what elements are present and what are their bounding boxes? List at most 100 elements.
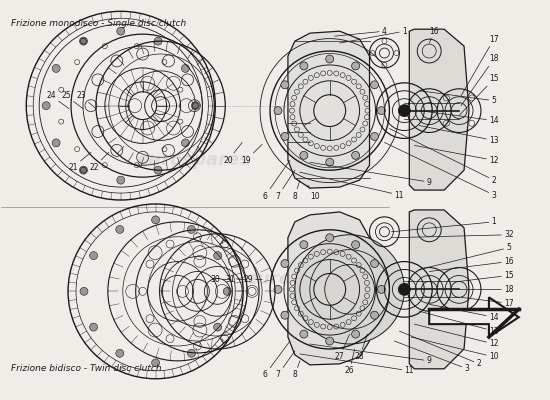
- Circle shape: [351, 151, 360, 159]
- Text: 31: 31: [226, 275, 246, 284]
- Text: 6: 6: [262, 341, 290, 379]
- Text: 10: 10: [308, 185, 320, 200]
- Circle shape: [371, 311, 378, 319]
- Circle shape: [152, 216, 160, 224]
- Text: 3: 3: [384, 142, 496, 200]
- Text: Frizione monodisco - Single disc clutch: Frizione monodisco - Single disc clutch: [12, 19, 186, 28]
- Circle shape: [371, 81, 378, 89]
- Circle shape: [117, 27, 125, 35]
- Circle shape: [182, 139, 189, 147]
- Circle shape: [300, 241, 308, 249]
- Text: 22: 22: [89, 152, 109, 172]
- Circle shape: [326, 337, 334, 345]
- Text: Frizione bidisco - Twin disc clutch: Frizione bidisco - Twin disc clutch: [12, 364, 162, 373]
- Circle shape: [281, 311, 289, 319]
- Text: 14: 14: [429, 304, 499, 322]
- Text: 5: 5: [419, 91, 496, 105]
- Polygon shape: [429, 297, 519, 337]
- Circle shape: [213, 252, 222, 260]
- Text: 5: 5: [419, 243, 512, 270]
- Circle shape: [398, 284, 410, 295]
- Circle shape: [223, 287, 231, 295]
- Text: 10: 10: [411, 337, 499, 362]
- Circle shape: [300, 62, 308, 70]
- Circle shape: [188, 226, 195, 234]
- Circle shape: [182, 64, 189, 72]
- Circle shape: [80, 37, 87, 45]
- Text: 6: 6: [262, 160, 290, 200]
- Circle shape: [398, 105, 410, 116]
- Text: eurospares: eurospares: [136, 151, 250, 169]
- Text: 19: 19: [241, 144, 262, 165]
- Circle shape: [42, 102, 50, 110]
- Text: 18: 18: [461, 54, 499, 106]
- Text: 21: 21: [68, 152, 91, 172]
- Text: 4: 4: [335, 27, 387, 36]
- Circle shape: [80, 38, 86, 44]
- Circle shape: [192, 103, 199, 109]
- Circle shape: [281, 260, 289, 268]
- Text: 13: 13: [419, 126, 499, 145]
- Text: 26: 26: [345, 349, 355, 375]
- Text: 16: 16: [429, 257, 514, 272]
- Text: 2: 2: [399, 331, 481, 368]
- Circle shape: [117, 176, 125, 184]
- Text: 29: 29: [243, 275, 262, 284]
- Text: 20: 20: [223, 142, 242, 165]
- Text: 12: 12: [414, 145, 499, 165]
- Circle shape: [300, 151, 308, 159]
- Text: 1: 1: [340, 27, 406, 43]
- Circle shape: [191, 102, 200, 110]
- Text: 25: 25: [61, 91, 83, 109]
- Polygon shape: [288, 31, 370, 188]
- Circle shape: [326, 158, 334, 166]
- Circle shape: [80, 287, 88, 295]
- Circle shape: [326, 55, 334, 63]
- Text: 23: 23: [76, 91, 96, 109]
- Circle shape: [154, 166, 162, 174]
- Circle shape: [281, 81, 289, 89]
- Circle shape: [188, 349, 195, 357]
- Circle shape: [351, 241, 360, 249]
- Circle shape: [80, 166, 87, 174]
- Circle shape: [154, 37, 162, 45]
- Text: 9: 9: [310, 162, 432, 187]
- Circle shape: [281, 132, 289, 140]
- Text: 30: 30: [211, 275, 230, 284]
- Polygon shape: [409, 29, 469, 190]
- Text: 2: 2: [389, 128, 496, 185]
- Circle shape: [351, 330, 360, 338]
- Circle shape: [90, 323, 97, 331]
- Circle shape: [52, 64, 60, 72]
- Text: 12: 12: [414, 324, 499, 348]
- Circle shape: [80, 167, 86, 173]
- Text: 11: 11: [300, 172, 404, 200]
- Text: 8: 8: [293, 180, 300, 200]
- Text: 11: 11: [300, 354, 414, 375]
- Text: 14: 14: [419, 111, 499, 125]
- Circle shape: [377, 107, 386, 114]
- Circle shape: [371, 132, 378, 140]
- Text: 15: 15: [459, 271, 514, 282]
- Circle shape: [295, 235, 404, 344]
- Text: 1: 1: [392, 217, 496, 232]
- Circle shape: [274, 107, 282, 114]
- Text: 8: 8: [293, 361, 300, 379]
- Text: 17: 17: [461, 297, 514, 308]
- Circle shape: [371, 260, 378, 268]
- Text: 32: 32: [392, 230, 514, 239]
- Text: 24: 24: [46, 91, 69, 109]
- Text: 7: 7: [276, 351, 295, 379]
- Circle shape: [152, 359, 160, 367]
- Circle shape: [116, 226, 124, 234]
- Polygon shape: [409, 210, 469, 369]
- Circle shape: [213, 323, 222, 331]
- Circle shape: [116, 349, 124, 357]
- Text: 28: 28: [355, 334, 367, 362]
- Circle shape: [52, 139, 60, 147]
- Text: 16: 16: [429, 27, 439, 43]
- Text: eurospares: eurospares: [245, 270, 359, 288]
- Circle shape: [300, 330, 308, 338]
- Text: 7: 7: [276, 170, 295, 200]
- Text: 9: 9: [310, 344, 432, 365]
